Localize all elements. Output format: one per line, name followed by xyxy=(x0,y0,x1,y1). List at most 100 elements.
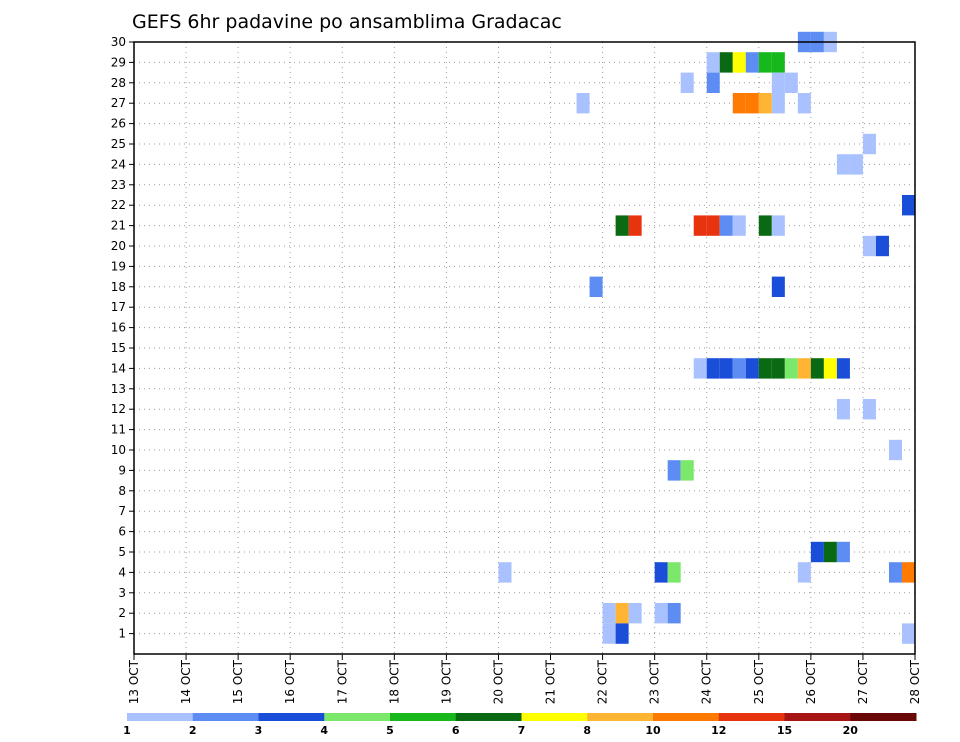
data-cell xyxy=(810,541,824,563)
y-tick-label: 9 xyxy=(118,463,126,477)
data-cell xyxy=(901,623,915,644)
y-tick-label: 27 xyxy=(111,96,126,110)
data-cell xyxy=(667,460,681,481)
data-cell xyxy=(576,93,590,114)
data-cell xyxy=(836,541,850,563)
data-cell xyxy=(719,52,733,73)
colorbar-swatch xyxy=(390,713,457,721)
data-cell xyxy=(771,72,785,93)
data-cell xyxy=(758,52,772,73)
data-cell xyxy=(862,399,876,420)
data-cell xyxy=(745,52,759,73)
colorbar-swatch xyxy=(258,713,325,721)
chart-title: GEFS 6hr padavine po ansamblima Gradacac xyxy=(132,11,562,33)
colorbar-label: 3 xyxy=(255,724,263,737)
data-cell xyxy=(758,215,772,236)
data-cell xyxy=(498,562,512,583)
data-cell xyxy=(706,72,720,93)
data-cell xyxy=(771,276,785,297)
data-cell xyxy=(706,215,720,236)
data-cell xyxy=(888,439,902,461)
colorbar-swatch xyxy=(653,713,720,721)
data-cell xyxy=(758,358,772,379)
colorbar-label: 15 xyxy=(777,724,792,737)
data-cell xyxy=(862,235,876,257)
y-tick-label: 11 xyxy=(111,423,126,437)
colorbar-swatch xyxy=(521,713,588,721)
data-cell xyxy=(628,603,642,624)
data-cell xyxy=(719,215,733,236)
y-tick-label: 7 xyxy=(118,504,126,518)
x-tick-label: 23 OCT xyxy=(648,659,662,704)
data-cell xyxy=(771,215,785,236)
colorbar-swatch xyxy=(784,713,851,721)
x-tick-label: 15 OCT xyxy=(231,659,245,704)
data-cell xyxy=(615,215,629,236)
data-cell xyxy=(771,52,785,73)
colorbar-swatch xyxy=(587,713,654,721)
data-cell xyxy=(797,358,811,379)
colorbar-label: 12 xyxy=(711,724,726,737)
x-tick-label: 20 OCT xyxy=(491,659,505,704)
y-tick-label: 12 xyxy=(111,402,126,416)
data-cell xyxy=(615,603,629,624)
data-cell xyxy=(901,195,915,216)
y-tick-label: 13 xyxy=(111,382,126,396)
y-tick-label: 6 xyxy=(118,525,126,539)
data-cell xyxy=(810,358,824,379)
x-tick-label: 14 OCT xyxy=(179,659,193,704)
data-cell xyxy=(706,358,720,379)
x-tick-label: 28 OCT xyxy=(908,659,922,704)
data-cell xyxy=(667,603,681,624)
data-cell xyxy=(745,358,759,379)
y-tick-label: 28 xyxy=(111,76,126,90)
data-cell xyxy=(706,52,720,73)
data-cell xyxy=(836,154,850,175)
y-tick-label: 17 xyxy=(111,300,126,314)
colorbar: 1 2 3 4 5 6 7 8 10 12 15 20 xyxy=(123,713,917,737)
data-cell xyxy=(602,623,616,644)
data-cell xyxy=(784,358,798,379)
colorbar-swatch xyxy=(127,713,194,721)
y-tick-label: 22 xyxy=(111,198,126,212)
colorbar-label: 6 xyxy=(452,724,460,737)
colorbar-swatch xyxy=(192,713,259,721)
x-tick-label: 21 OCT xyxy=(544,659,558,704)
y-tick-label: 21 xyxy=(111,219,126,233)
data-cell xyxy=(732,52,746,73)
data-cell xyxy=(862,133,876,155)
y-tick-label: 20 xyxy=(111,239,126,253)
y-tick-label: 8 xyxy=(118,484,126,498)
data-cell xyxy=(797,562,811,583)
x-tick-label: 25 OCT xyxy=(752,659,766,704)
x-tick-label: 27 OCT xyxy=(856,659,870,704)
data-cell xyxy=(875,235,889,257)
data-cell xyxy=(680,460,694,481)
x-tick-label: 17 OCT xyxy=(335,659,349,704)
data-cell xyxy=(849,154,863,175)
data-cell xyxy=(654,562,668,583)
data-cell xyxy=(797,93,811,114)
y-tick-label: 10 xyxy=(111,443,126,457)
colorbar-label: 20 xyxy=(843,724,859,737)
y-axis: 1234567891011121314151617181920212223242… xyxy=(111,35,134,641)
y-tick-label: 19 xyxy=(111,259,126,273)
x-tick-label: 13 OCT xyxy=(127,659,141,704)
data-cell xyxy=(693,358,707,379)
data-cell xyxy=(758,93,772,114)
data-cell xyxy=(615,623,629,644)
data-cell xyxy=(823,358,837,379)
y-tick-label: 30 xyxy=(111,35,126,49)
data-cell xyxy=(732,93,746,114)
y-tick-label: 29 xyxy=(111,55,126,69)
colorbar-swatch xyxy=(850,713,917,721)
x-tick-label: 24 OCT xyxy=(700,659,714,704)
data-cell xyxy=(823,541,837,563)
y-tick-label: 15 xyxy=(111,341,126,355)
y-tick-label: 18 xyxy=(111,280,126,294)
x-tick-label: 16 OCT xyxy=(283,659,297,704)
data-cell xyxy=(732,215,746,236)
y-tick-label: 2 xyxy=(118,606,126,620)
x-tick-label: 22 OCT xyxy=(596,659,610,704)
